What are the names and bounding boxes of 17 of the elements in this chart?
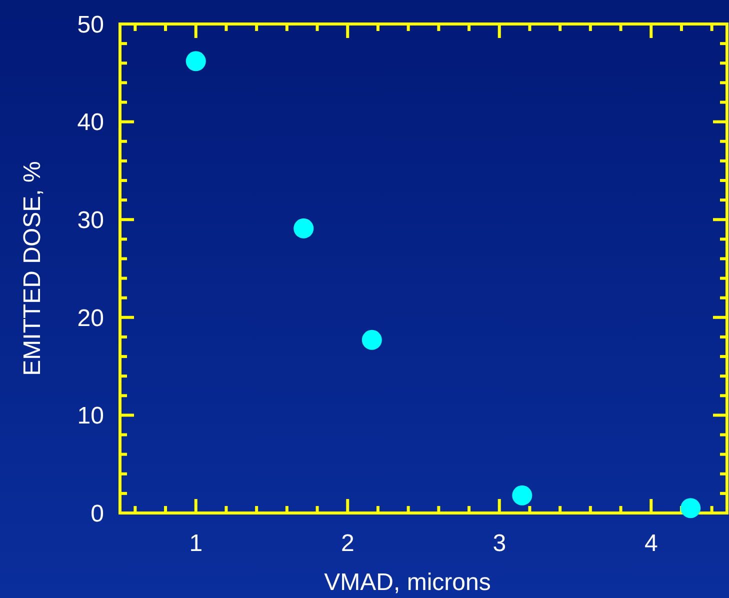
x-tick-label: 2 <box>340 530 354 557</box>
x-tick-label: 4 <box>644 530 658 557</box>
y-tick-label: 10 <box>77 402 104 430</box>
point <box>680 498 701 518</box>
y-tick-label: 50 <box>77 11 104 38</box>
point <box>512 485 532 506</box>
point <box>294 218 314 238</box>
x-tick-label: 3 <box>492 530 506 557</box>
point <box>362 330 382 350</box>
point <box>186 51 206 72</box>
x-axis-title: VMAD, microns <box>324 569 491 596</box>
y-tick-label: 0 <box>90 500 104 528</box>
y-tick-label: 40 <box>77 109 104 136</box>
y-axis-title: EMITTED DOSE, % <box>19 161 46 376</box>
y-tick-label: 20 <box>77 304 104 332</box>
y-tick-label: 30 <box>77 207 104 234</box>
x-tick-label: 1 <box>189 530 203 557</box>
